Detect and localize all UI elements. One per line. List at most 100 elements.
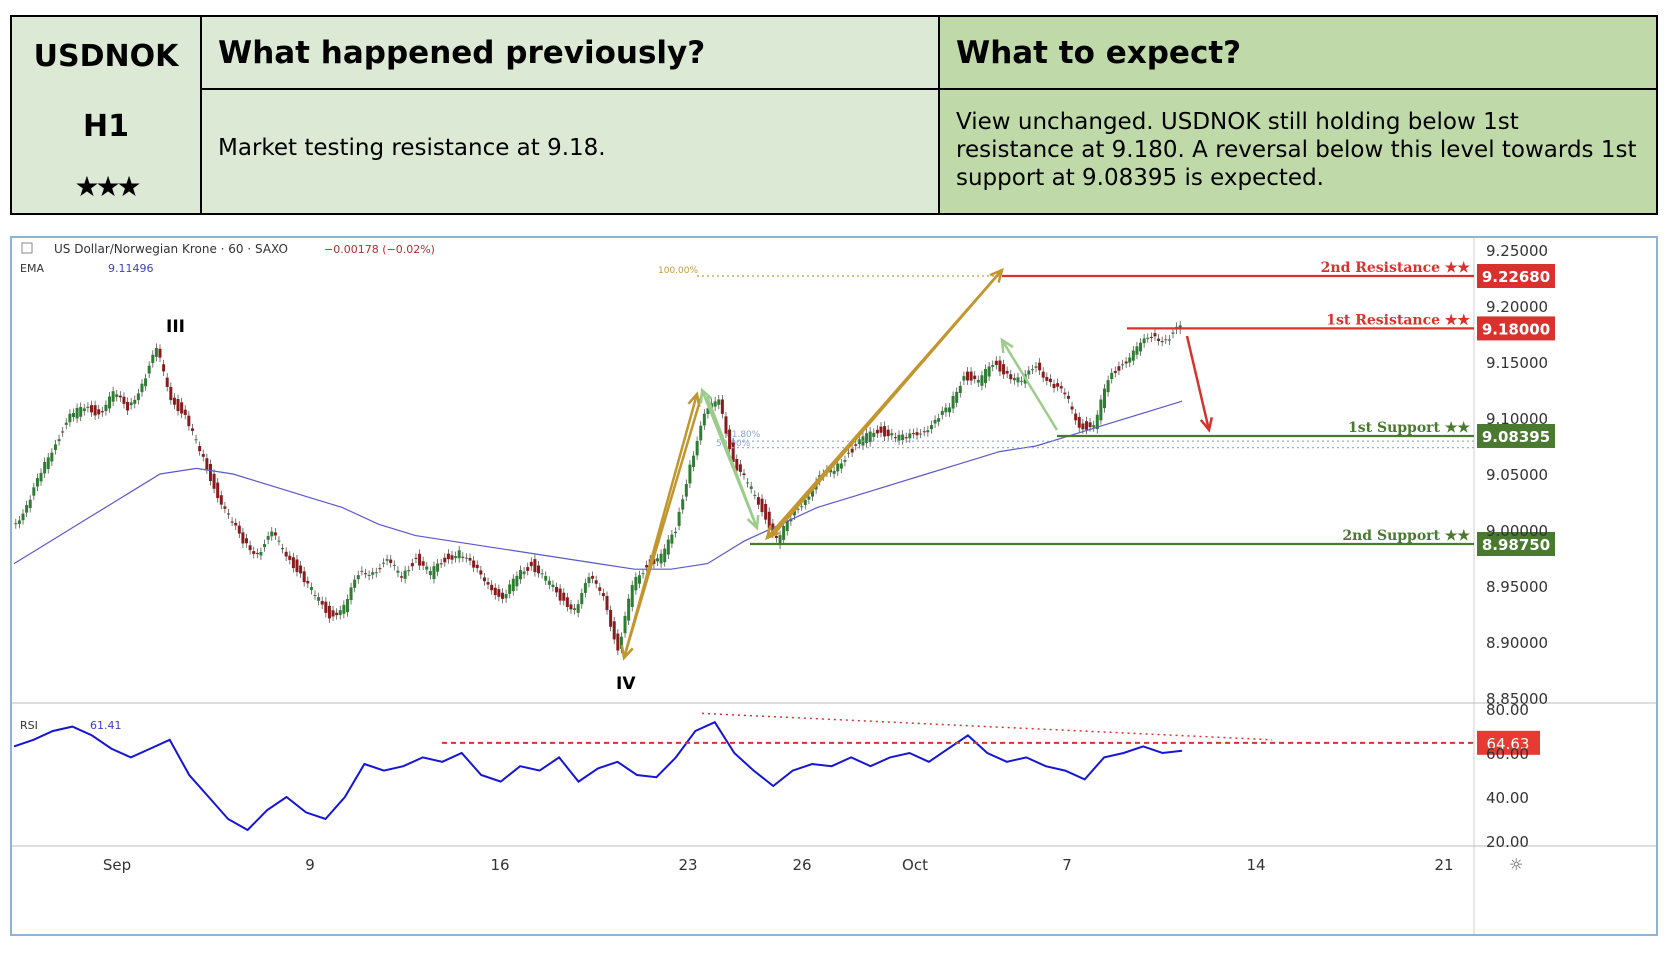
forecast-arrow [1185, 335, 1211, 431]
chart-svg[interactable]: US Dollar/Norwegian Krone · 60 · SAXO −0… [12, 238, 1656, 934]
candle-body [396, 570, 400, 573]
candle-body [1135, 346, 1139, 355]
candle-body [68, 413, 72, 423]
candle-body [53, 444, 57, 450]
candle-body [1149, 336, 1153, 338]
candle-body [86, 406, 90, 408]
price-tick-label: 8.90000 [1486, 634, 1548, 652]
candle-body [713, 401, 717, 407]
candle-body [154, 347, 158, 357]
settings-gear-icon[interactable]: ☼ [1509, 855, 1523, 874]
candle-body [601, 593, 605, 597]
candle-body [61, 431, 65, 433]
candle-body [1167, 339, 1171, 341]
candle-body [1012, 377, 1016, 381]
candle-body [486, 582, 490, 585]
rsi-tick-label: 20.00 [1486, 833, 1529, 851]
instrument-title[interactable]: US Dollar/Norwegian Krone · 60 · SAXO [54, 242, 288, 256]
candle-body [652, 558, 656, 564]
ema-line [13, 400, 1183, 570]
candle-body [659, 553, 663, 564]
candle-body [349, 587, 353, 600]
candle-body [994, 360, 998, 366]
expect-body: View unchanged. USDNOK still holding bel… [940, 90, 1656, 213]
level-name: 1st Resistance ★★ [1326, 312, 1470, 328]
candle-body [875, 429, 879, 434]
candle-body [468, 558, 472, 561]
candle-body [991, 365, 995, 367]
correction-arrow [700, 389, 759, 529]
candle-body [1034, 366, 1038, 368]
candle-body [389, 559, 393, 564]
price-tick-label: 9.00000 [1486, 522, 1548, 540]
candle-body [1099, 399, 1103, 421]
candle-body [270, 531, 274, 537]
candle-body [259, 551, 263, 556]
candle-body [1142, 338, 1146, 344]
candle-body [115, 394, 119, 398]
candle-body [1157, 338, 1161, 342]
candle-body [940, 410, 944, 415]
price-chart[interactable]: US Dollar/Norwegian Krone · 60 · SAXO −0… [10, 236, 1658, 936]
candle-body [1102, 388, 1106, 409]
candle-body [407, 570, 411, 572]
rsi-tick-label: 80.00 [1486, 701, 1529, 719]
candle-body [897, 434, 901, 441]
candle-body [955, 391, 959, 403]
time-tick-label: 26 [792, 856, 811, 874]
ema-label[interactable]: EMA [20, 262, 44, 275]
candle-body [1038, 362, 1042, 371]
collapse-icon[interactable] [21, 242, 33, 254]
candle-body [504, 594, 508, 599]
candle-body [374, 572, 378, 574]
candle-body [324, 601, 328, 613]
candle-body [537, 565, 541, 574]
candle-body [457, 550, 461, 559]
candle-body [616, 633, 620, 651]
candle-body [454, 556, 458, 559]
candle-body [778, 535, 782, 545]
candle-body [1030, 369, 1034, 371]
candle-body [908, 433, 912, 439]
candle-body [1092, 425, 1096, 428]
candle-body [180, 402, 184, 414]
candle-body [414, 557, 418, 559]
candle-body [919, 433, 923, 435]
candle-body [28, 499, 32, 508]
candle-body [490, 584, 494, 591]
candle-body [893, 437, 897, 439]
candle-body [118, 395, 122, 398]
summary-table: USDNOK H1 ★★★ What happened previously? … [10, 15, 1658, 215]
candle-body [439, 563, 443, 565]
candle-body [25, 505, 29, 513]
candle-body [360, 570, 364, 572]
candle-body [883, 426, 887, 437]
candle-body [205, 458, 209, 470]
rsi-tick-label: 60.00 [1486, 745, 1529, 763]
candle-body [947, 407, 951, 413]
candle-body [263, 544, 267, 548]
candle-body [681, 499, 685, 510]
candle-body [609, 610, 613, 627]
price-tick-label: 9.20000 [1486, 298, 1548, 316]
candle-body [306, 580, 310, 584]
candle-body [720, 399, 724, 414]
candle-body [190, 428, 194, 431]
candle-body [803, 499, 807, 505]
rsi-label[interactable]: RSI [20, 719, 38, 732]
candle-body [14, 523, 18, 525]
candle-body [958, 386, 962, 394]
wave-arrow [622, 393, 699, 659]
candle-body [1009, 374, 1013, 380]
candle-body [728, 429, 732, 450]
forecast-arrow-head [1199, 417, 1214, 433]
candle-body [35, 478, 39, 487]
candle-body [479, 570, 483, 575]
level-value: 9.18000 [1482, 320, 1550, 338]
level-value: 9.08395 [1482, 428, 1550, 446]
candle-body [1070, 406, 1074, 410]
symbol-cell: USDNOK H1 ★★★ [12, 17, 202, 213]
candle-body [731, 442, 735, 462]
expect-header: What to expect? [940, 17, 1656, 90]
correction-arrow-head [1000, 337, 1014, 354]
